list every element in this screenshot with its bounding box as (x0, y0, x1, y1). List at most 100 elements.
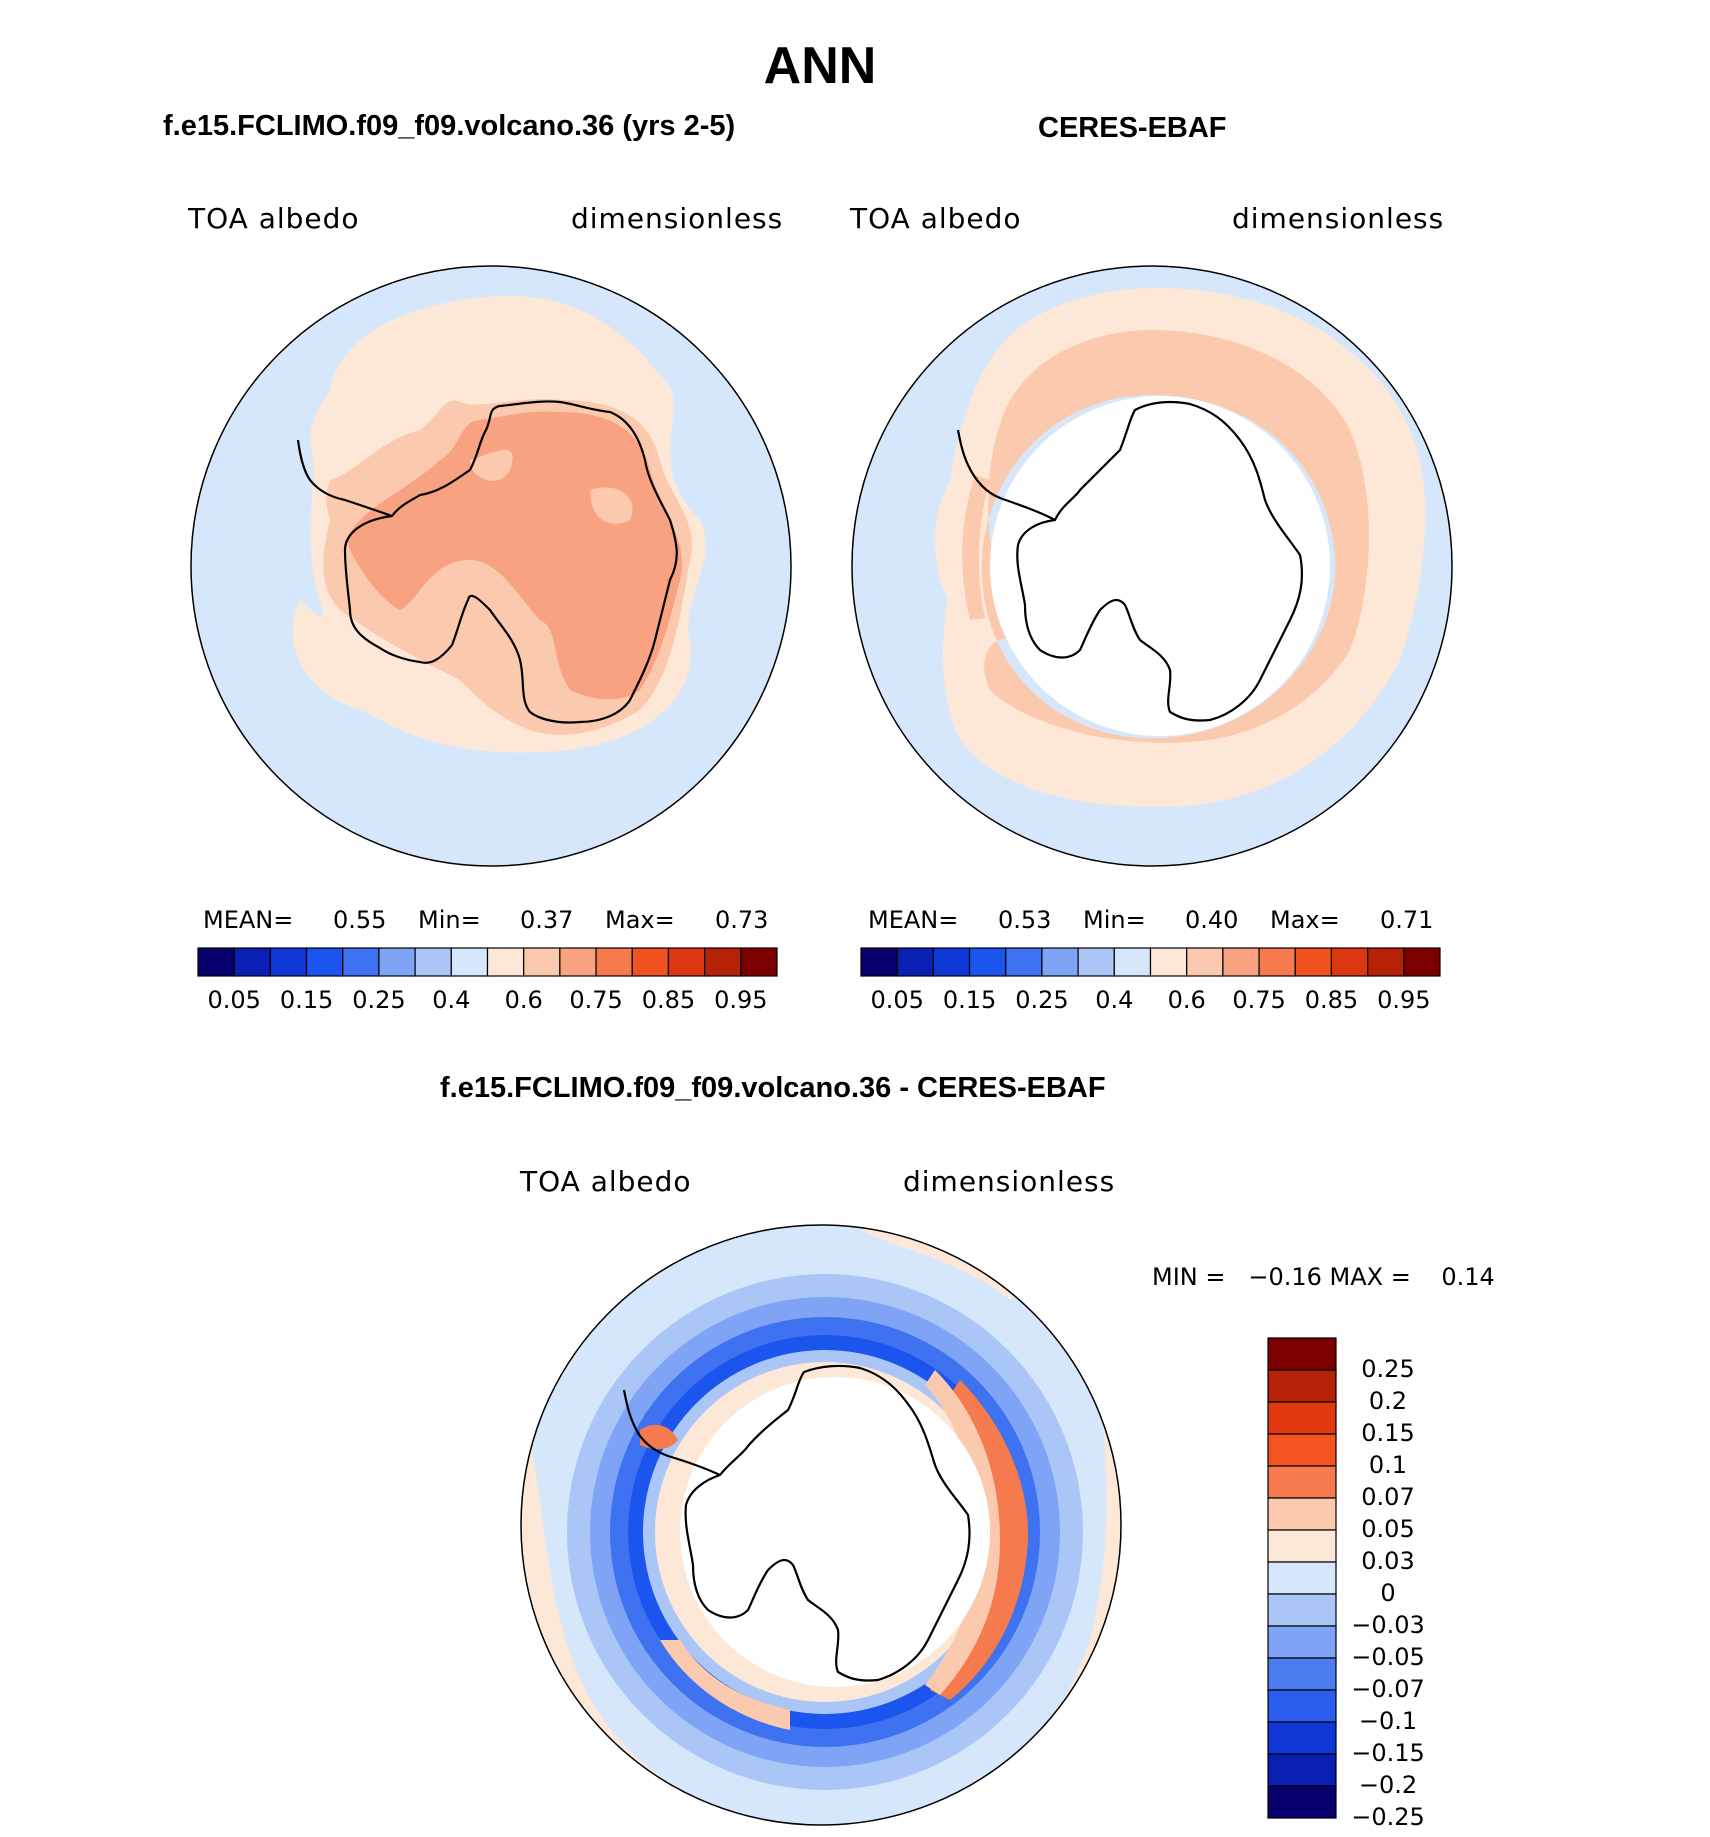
model-peninsula (296, 439, 393, 518)
model-colorbar (197, 947, 778, 977)
diff-colorbar-tick-label: 0.07 (1361, 1483, 1415, 1511)
diff-colorbar-tick-label: 0 (1380, 1579, 1396, 1607)
model-antarctica-coast (343, 400, 678, 724)
diff-colorbar-swatch (1267, 1593, 1337, 1627)
diff-colorbar-tick-label: −0.05 (1351, 1643, 1425, 1671)
obs-units-label: dimensionless (1232, 202, 1445, 235)
obs-colorbar-swatch (1149, 947, 1188, 977)
diff-colorbar-tick-label: 0.25 (1361, 1355, 1415, 1383)
diff-colorbar-swatch (1267, 1529, 1337, 1563)
diff-colorbar-swatch (1267, 1689, 1337, 1723)
diff-colorbar-tick-label: −0.1 (1358, 1707, 1418, 1735)
diff-colorbar-swatch (1267, 1337, 1337, 1371)
model-max-label: Max= (605, 906, 675, 934)
obs-colorbar-tick-label: 0.85 (1304, 986, 1359, 1014)
diff-colorbar-swatch (1267, 1561, 1337, 1595)
obs-colorbar-swatch (1294, 947, 1333, 977)
diff-colorbar-tick-label: 0.2 (1368, 1387, 1408, 1415)
model-colorbar-swatch (450, 947, 489, 977)
obs-min-value: 0.40 (1185, 906, 1239, 934)
model-colorbar-swatch (378, 947, 416, 977)
diff-salmon-southwest (660, 1640, 790, 1730)
obs-panel-title: CERES-EBAF (1038, 112, 1227, 144)
obs-missing-data-area (990, 396, 1330, 736)
diff-colorbar-swatch (1267, 1433, 1337, 1467)
diff-colorbar-swatch (1267, 1657, 1337, 1691)
obs-colorbar-tick-label: 0.05 (870, 986, 924, 1014)
model-salmon-patch-2 (590, 487, 633, 524)
model-colorbar-tick-label: 0.95 (714, 986, 768, 1014)
model-colorbar-swatch (740, 947, 778, 977)
model-colorbar-swatch (631, 947, 670, 977)
diff-colorbar-tick-label: −0.25 (1351, 1803, 1425, 1831)
diff-colorbar-swatch (1267, 1369, 1337, 1403)
obs-colorbar-tick-label: 0.25 (1015, 986, 1069, 1014)
diff-colorbar-tick-label: 0.03 (1361, 1547, 1415, 1575)
obs-colorbar-swatch (1330, 947, 1369, 977)
obs-colorbar-swatch (932, 947, 971, 977)
diff-colorbar-swatch (1267, 1785, 1337, 1819)
diff-orange-west (640, 1424, 678, 1450)
diff-colorbar-swatch (1267, 1401, 1337, 1435)
model-colorbar-swatch (197, 947, 235, 977)
diff-colorbar (1267, 1337, 1337, 1819)
diff-map-border (520, 1224, 1122, 1826)
obs-map-border (851, 265, 1453, 867)
obs-max-label: Max= (1270, 906, 1340, 934)
model-panel-title: f.e15.FCLIMO.f09_f09.volcano.36 (yrs 2-5… (163, 110, 736, 142)
obs-colorbar-swatch (1186, 947, 1224, 977)
obs-colorbar-swatch (1077, 947, 1115, 977)
diff-antarctica-coast (684, 1364, 971, 1682)
obs-colorbar-swatch (896, 947, 934, 977)
model-colorbar-tick-label: 0.05 (207, 986, 261, 1014)
obs-mean-value: 0.53 (998, 906, 1052, 934)
model-colorbar-swatch (667, 947, 706, 977)
obs-min-label: Min= (1083, 906, 1146, 934)
model-colorbar-tick-label: 0.25 (352, 986, 406, 1014)
model-colorbar-swatch (559, 947, 597, 977)
model-max-value: 0.73 (715, 906, 769, 934)
obs-max-value: 0.71 (1380, 906, 1434, 934)
figure-title: ANN (763, 37, 877, 95)
obs-colorbar-swatch (1367, 947, 1405, 977)
diff-colorbar-swatch (1267, 1497, 1337, 1531)
obs-mean-label: MEAN= (868, 906, 959, 934)
obs-salmon-arc-west (962, 475, 990, 620)
model-units-label: dimensionless (571, 202, 784, 235)
obs-colorbar-tick-label: 0.4 (1095, 986, 1134, 1014)
obs-colorbar (860, 947, 1441, 977)
diff-variable-label: TOA albedo (520, 1165, 692, 1198)
obs-map (852, 266, 1452, 866)
model-map-border (190, 265, 792, 867)
diff-salmon-east (925, 1370, 1000, 1695)
diff-units-label: dimensionless (903, 1165, 1116, 1198)
model-colorbar-tick-label: 0.15 (279, 986, 334, 1014)
diff-colorbar-swatch (1267, 1625, 1337, 1659)
obs-variable-label: TOA albedo (850, 202, 1022, 235)
model-colorbar-swatch (269, 947, 308, 977)
model-mean-value: 0.55 (333, 906, 387, 934)
model-min-label: Min= (418, 906, 481, 934)
diff-minmax-text: MIN = −0.16 MAX = 0.14 (1152, 1263, 1495, 1291)
obs-peninsula (956, 429, 1056, 521)
diff-map (521, 1225, 1121, 1825)
obs-antarctica-coast (1016, 400, 1304, 722)
model-colorbar-tick-label: 0.75 (569, 986, 623, 1014)
diff-colorbar-tick-label: −0.03 (1351, 1611, 1425, 1639)
model-colorbar-swatch (523, 947, 561, 977)
model-colorbar-swatch (704, 947, 742, 977)
obs-colorbar-tick-label: 0.15 (942, 986, 997, 1014)
obs-colorbar-swatch (1005, 947, 1043, 977)
model-orange-zone (348, 411, 683, 700)
diff-colorbar-tick-label: −0.2 (1358, 1771, 1418, 1799)
diff-colorbar-tick-label: −0.07 (1351, 1675, 1425, 1703)
obs-colorbar-tick-label: 0.95 (1377, 986, 1431, 1014)
model-colorbar-swatch (342, 947, 380, 977)
model-colorbar-swatch (305, 947, 344, 977)
model-peach-tongue (292, 600, 470, 716)
model-colorbar-tick-label: 0.4 (432, 986, 471, 1014)
obs-colorbar-swatch (1222, 947, 1260, 977)
obs-colorbar-tick-label: 0.6 (1167, 986, 1206, 1014)
diff-missing-data-area (680, 1377, 990, 1687)
obs-colorbar-swatch (968, 947, 1007, 977)
